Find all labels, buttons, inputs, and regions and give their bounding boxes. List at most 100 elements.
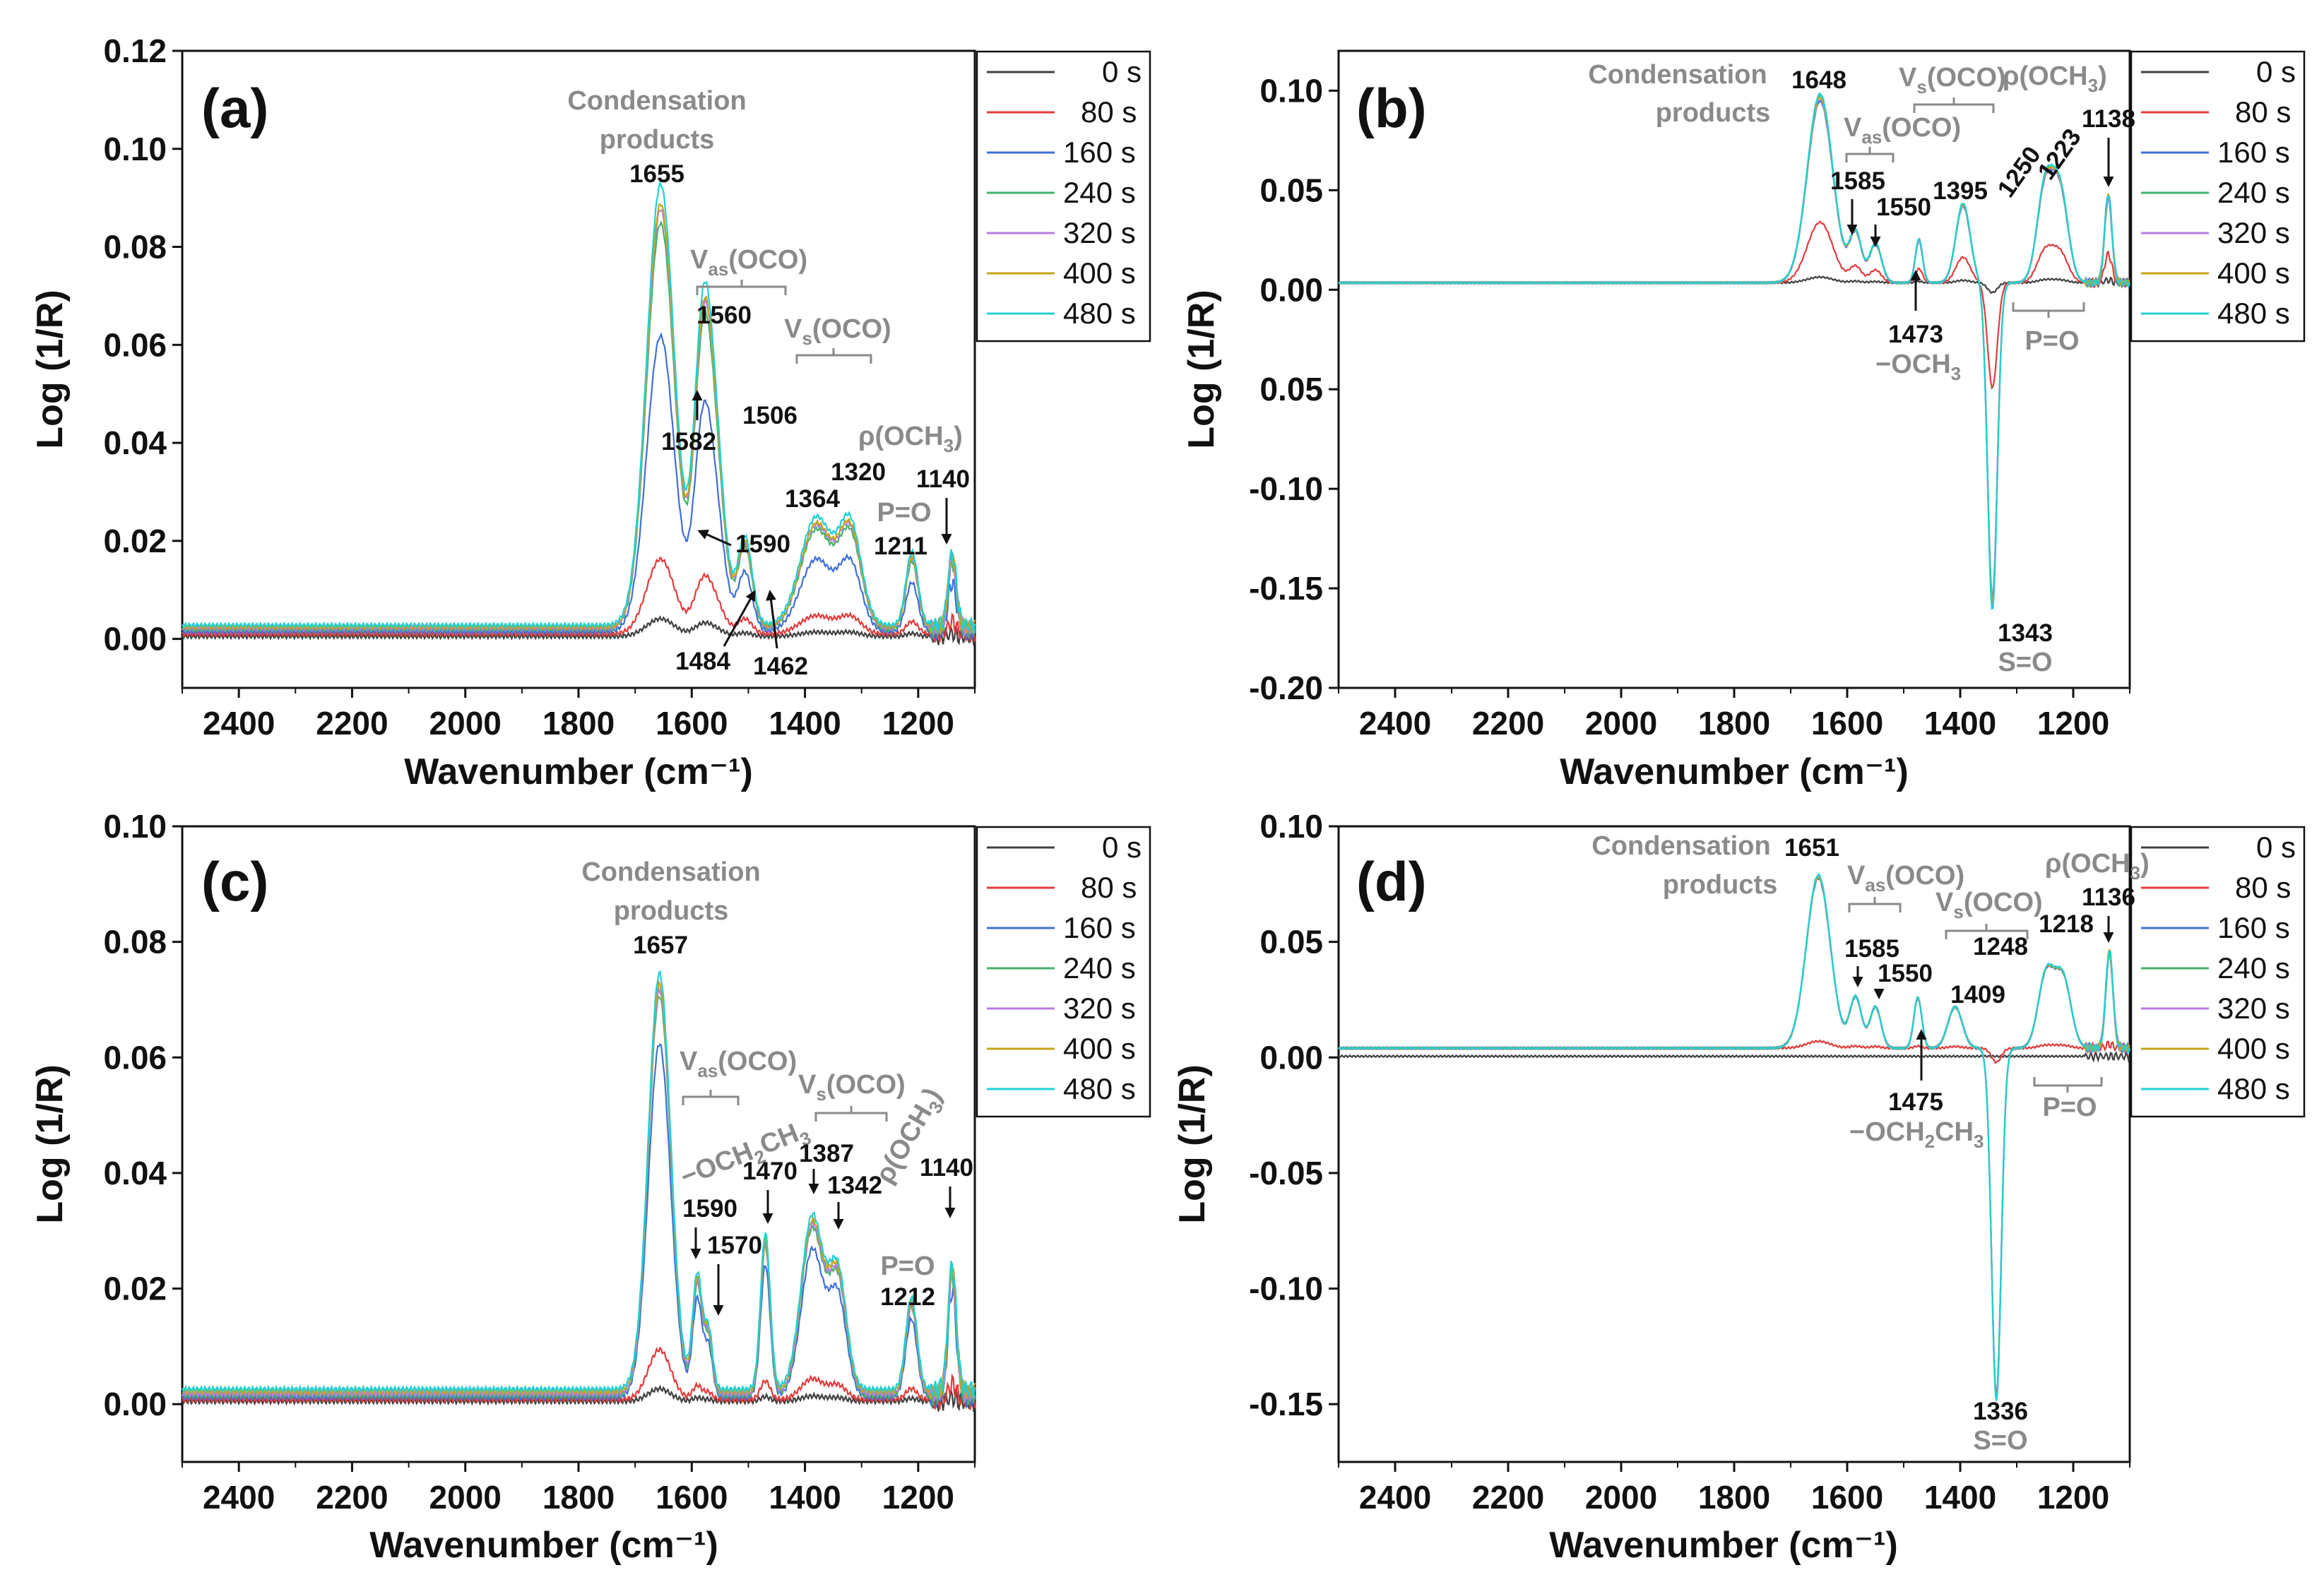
panel-label: (d): [1356, 850, 1427, 912]
annotation-peak: 1387: [799, 1140, 854, 1167]
legend-label: 320 s: [1063, 216, 1136, 249]
annotation-bracket: [2033, 1077, 2103, 1093]
annotation-bracket: [814, 1106, 888, 1122]
legend-label: 320 s: [1063, 992, 1136, 1025]
x-tick-label: 1200: [2037, 705, 2109, 742]
series-line: [182, 332, 976, 641]
y-tick-label: -0.15: [1249, 570, 1323, 607]
legend: 0 s 80 s 160 s 240 s 320 s 400 s 480 s: [2130, 826, 2306, 1118]
x-axis-title: Wavenumber (cm⁻¹): [369, 1525, 718, 1566]
y-tick-label: 0.10: [1259, 808, 1323, 845]
annotation-peak: 1218: [2039, 910, 2094, 938]
annotations: Condensation products 1657 Vas(OCO) Vs(O…: [581, 857, 973, 1316]
series-line: [1338, 275, 2130, 294]
annotation-bracket: [2012, 302, 2085, 318]
annotation-peak: 1550: [1878, 960, 1933, 987]
y-tick-label: 0.00: [1259, 1039, 1323, 1076]
legend-label: 240 s: [2217, 176, 2290, 209]
legend-label: 400 s: [1063, 256, 1136, 290]
annotations: Condensation products 1651 Vas(OCO) Vs(O…: [1591, 831, 2149, 1456]
x-tick-label: 1200: [2037, 1479, 2109, 1516]
x-axis-title: Wavenumber (cm⁻¹): [1549, 1525, 1898, 1566]
annotation-bracket: [696, 280, 787, 295]
y-axis-title: Log (1/R): [1172, 1064, 1213, 1223]
annotation-peak: 1211: [874, 533, 927, 560]
legend: 0 s 80 s 160 s 240 s 320 s 400 s 480 s: [976, 826, 1151, 1118]
annotation-condensation: Condensation: [581, 857, 760, 887]
series-line: [181, 995, 976, 1406]
y-tick-label: -0.10: [1249, 470, 1323, 507]
y-tick-label: 0.02: [103, 523, 167, 559]
annotation-bracket: [795, 348, 872, 364]
annotation-bracket: [682, 1090, 740, 1105]
series-layer: [181, 180, 976, 646]
annotation-vas: Vas(OCO): [690, 245, 807, 280]
annotation-peak: 1212: [880, 1283, 935, 1311]
annotation-so: S=O: [1973, 1426, 2027, 1456]
legend-label: 0 s: [1102, 831, 1142, 864]
y-tick-label: 0.10: [103, 808, 167, 845]
x-tick-label: 1600: [1811, 1479, 1883, 1516]
y-tick-label: -0.20: [1249, 670, 1323, 706]
annotation-po: P=O: [2024, 326, 2079, 356]
x-tick-label: 1800: [1698, 1479, 1770, 1516]
x-tick-label: 1600: [656, 705, 728, 742]
y-tick-label: 0.05: [1259, 924, 1323, 960]
annotation-peak: 1343: [1998, 619, 2053, 647]
y-tick-label: 0.05: [1259, 172, 1323, 208]
annotation-products: products: [1656, 98, 1771, 128]
y-axis-title: Log (1/R): [30, 1064, 71, 1223]
series-line: [181, 1346, 976, 1410]
legend-label: 160 s: [2217, 136, 2290, 169]
legend: 0 s 80 s 160 s 240 s 320 s 400 s 480 s: [2130, 50, 2306, 343]
legend-box: [2130, 826, 2306, 1118]
plot-frame: [181, 49, 976, 689]
x-tick-label: 2200: [316, 705, 388, 742]
legend-label: 240 s: [1063, 951, 1136, 985]
annotation-peak: 1475: [1888, 1088, 1943, 1116]
annotation-po: P=O: [877, 498, 931, 528]
annotation-arrow: [766, 590, 778, 649]
annotation-peak: 1590: [682, 1195, 737, 1223]
annotation-vs: Vs(OCO): [784, 314, 891, 349]
annotation-bracket: [1848, 897, 1902, 912]
x-tick-label: 2400: [203, 705, 275, 742]
x-tick-label: 2400: [1359, 705, 1431, 742]
panel-label: (a): [201, 77, 268, 139]
x-tick-label: 2400: [203, 1479, 275, 1516]
annotation-vas: Vas(OCO): [1847, 861, 1964, 896]
annotation-peak: 1585: [1830, 167, 1885, 195]
legend-label: 240 s: [1063, 176, 1136, 209]
plot-frame: [181, 825, 976, 1463]
series-layer: [1338, 872, 2131, 1401]
annotation-peak: 1484: [675, 648, 730, 675]
axis-layer: 2400 2200 2000 1800 1600 1400 1200 0.00 0.02 0.04…: [103, 808, 976, 1516]
x-tick-label: 1400: [1924, 1479, 1996, 1516]
x-tick-label: 2000: [429, 1479, 502, 1516]
legend-label: 80 s: [2235, 95, 2291, 129]
axis-layer: 2400 2200 2000 1800 1600 1400 1200 -0.20 -0.15 -0…: [1249, 72, 2130, 742]
series-line: [181, 180, 976, 635]
annotation-rho: ρ(OCH3): [2003, 61, 2107, 96]
annotation-peak: 1560: [696, 302, 752, 329]
annotation-bracket: [1945, 924, 2029, 939]
panel-a: 2400 2200 2000 1800 1600 1400 1200 0.00 0.02 0.04…: [30, 32, 1151, 792]
panel-label: (c): [201, 850, 268, 912]
annotation-peak: 1470: [742, 1158, 798, 1185]
annotation-peak: 1590: [735, 530, 790, 558]
annotation-po: P=O: [2042, 1093, 2097, 1122]
legend-label: 400 s: [2217, 256, 2290, 290]
annotation-peak: 1395: [1933, 177, 1988, 205]
legend-label: 160 s: [2217, 911, 2290, 944]
annotation-peak: 1462: [753, 653, 808, 680]
y-tick-label: 0.04: [103, 424, 167, 461]
x-axis-title: Wavenumber (cm⁻¹): [404, 751, 753, 792]
legend-label: 80 s: [1081, 871, 1137, 904]
annotation-products: products: [614, 896, 729, 926]
legend-label: 80 s: [2235, 871, 2291, 904]
y-tick-label: -0.15: [1249, 1386, 1323, 1422]
annotation-peak: 1342: [827, 1172, 882, 1199]
x-tick-label: 1600: [1811, 705, 1883, 742]
series-line: [182, 556, 976, 643]
annotation-peak: 1651: [1784, 834, 1839, 862]
